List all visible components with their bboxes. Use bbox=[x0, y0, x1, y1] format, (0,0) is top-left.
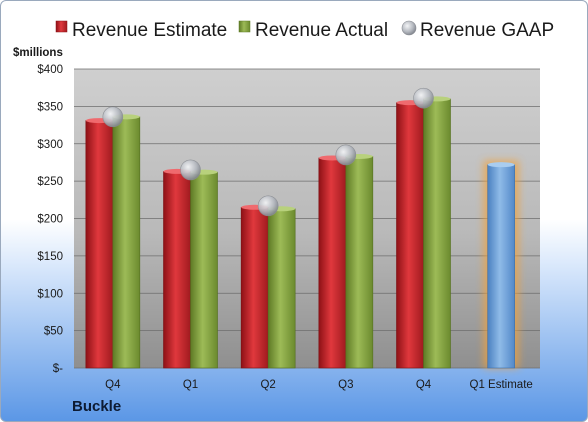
legend-actual-swatch bbox=[238, 20, 251, 33]
y-tick-label: $350 bbox=[37, 101, 63, 113]
x-axis-ticks: Q4 Q1 Q2 Q3 Q4 Q1 Estimate bbox=[105, 379, 533, 391]
bar-revenue-actual bbox=[267, 208, 296, 369]
x-tick-label: Q4 bbox=[105, 379, 121, 391]
gridlines bbox=[74, 68, 540, 369]
x-tick-label: Q2 bbox=[260, 379, 275, 391]
x-tick-label: Q1 bbox=[183, 379, 198, 391]
bar-revenue-actual bbox=[112, 116, 141, 369]
bar-revenue-actual bbox=[423, 98, 451, 369]
bar-estimate-forecast bbox=[487, 164, 515, 369]
y-tick-label: $50 bbox=[44, 326, 63, 338]
point-revenue-gaap bbox=[102, 106, 124, 128]
point-revenue-gaap bbox=[413, 87, 434, 109]
y-axis-unit-label: $millions bbox=[13, 47, 63, 59]
x-tick-label: Q1 Estimate bbox=[470, 379, 533, 391]
bar-revenue-estimate bbox=[318, 157, 347, 369]
bar-revenue-estimate bbox=[396, 102, 424, 369]
y-tick-label: $- bbox=[53, 363, 63, 375]
company-name: Buckle bbox=[72, 398, 122, 415]
bar-revenue-estimate bbox=[163, 171, 191, 369]
bar-revenue-estimate bbox=[85, 120, 114, 369]
bar-revenue-actual bbox=[345, 156, 374, 369]
legend: Revenue Estimate Revenue Actual Revenue … bbox=[55, 20, 554, 41]
y-tick-label: $100 bbox=[37, 288, 63, 300]
point-revenue-gaap bbox=[335, 144, 357, 166]
bars bbox=[85, 87, 519, 369]
y-tick-label: $250 bbox=[37, 176, 63, 188]
y-tick-label: $200 bbox=[37, 214, 63, 226]
x-tick-label: Q4 bbox=[416, 379, 432, 391]
bar-revenue-actual bbox=[190, 171, 218, 369]
y-tick-label: $400 bbox=[37, 64, 63, 76]
point-revenue-gaap bbox=[180, 159, 201, 181]
point-revenue-gaap bbox=[257, 195, 279, 217]
bar-revenue-estimate bbox=[240, 206, 269, 369]
bar-top-highlight bbox=[487, 162, 515, 168]
legend-estimate-swatch bbox=[55, 20, 68, 33]
y-axis-ticks: $- $50 $100 $150 $200 $250 $300 $350 $400 bbox=[37, 64, 63, 375]
y-tick-label: $150 bbox=[37, 251, 63, 263]
legend-estimate-label: Revenue Estimate bbox=[72, 20, 227, 41]
y-tick-label: $300 bbox=[37, 139, 63, 151]
legend-gaap-swatch bbox=[401, 20, 417, 36]
legend-gaap-label: Revenue GAAP bbox=[420, 20, 554, 41]
x-tick-label: Q3 bbox=[338, 379, 353, 391]
legend-actual-label: Revenue Actual bbox=[255, 20, 388, 41]
